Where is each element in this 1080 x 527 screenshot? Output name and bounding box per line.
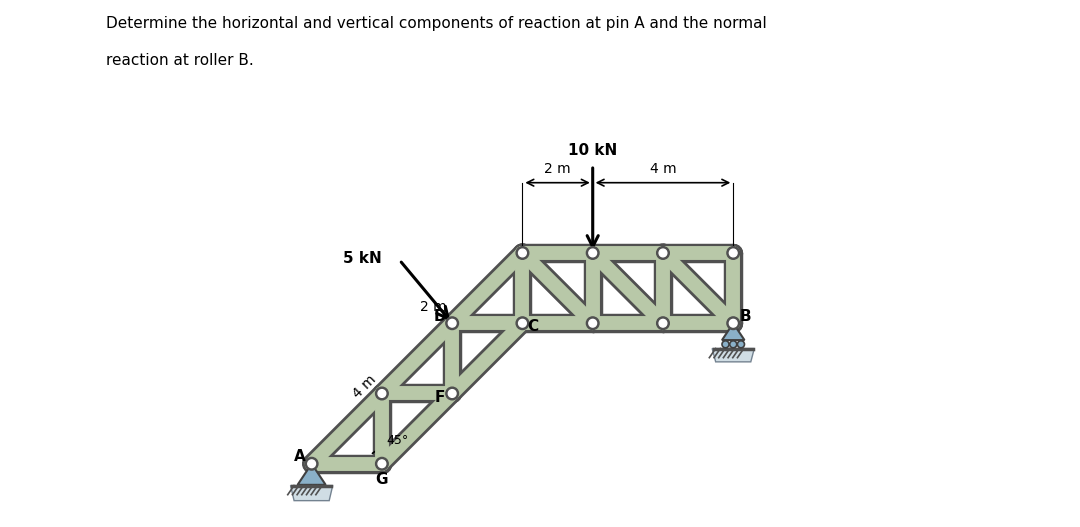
Polygon shape: [291, 485, 333, 501]
Circle shape: [446, 317, 459, 329]
Circle shape: [376, 457, 388, 470]
Text: 2 m: 2 m: [544, 162, 571, 177]
Circle shape: [729, 319, 737, 327]
Circle shape: [586, 247, 599, 259]
Circle shape: [448, 389, 456, 397]
Text: Determine the horizontal and vertical components of reaction at pin A and the no: Determine the horizontal and vertical co…: [106, 16, 767, 31]
Circle shape: [657, 317, 670, 329]
Text: 4 m: 4 m: [650, 162, 676, 177]
Text: G: G: [376, 472, 388, 487]
Circle shape: [657, 247, 670, 259]
Circle shape: [659, 319, 666, 327]
Text: 5 kN: 5 kN: [343, 251, 382, 266]
Circle shape: [738, 341, 744, 348]
Text: 45°: 45°: [387, 434, 408, 447]
Circle shape: [516, 247, 529, 259]
Circle shape: [518, 319, 526, 327]
Circle shape: [730, 341, 737, 348]
Text: B: B: [740, 309, 752, 324]
Text: reaction at roller B.: reaction at roller B.: [106, 53, 254, 67]
Circle shape: [378, 460, 386, 467]
Circle shape: [727, 247, 740, 259]
Text: A: A: [294, 449, 306, 464]
Circle shape: [446, 387, 459, 400]
Circle shape: [518, 249, 526, 257]
Polygon shape: [723, 323, 744, 340]
Circle shape: [589, 249, 596, 257]
Circle shape: [729, 249, 737, 257]
Circle shape: [378, 389, 386, 397]
Text: C: C: [527, 319, 539, 334]
Polygon shape: [712, 348, 754, 362]
Text: F: F: [434, 389, 445, 405]
Circle shape: [448, 319, 456, 327]
Circle shape: [727, 317, 740, 329]
Text: D: D: [433, 309, 446, 324]
Circle shape: [516, 317, 529, 329]
Text: 2 m: 2 m: [419, 300, 446, 315]
Text: 10 kN: 10 kN: [568, 143, 618, 158]
Circle shape: [589, 319, 596, 327]
Circle shape: [659, 249, 666, 257]
Text: 4 m: 4 m: [350, 372, 379, 401]
Polygon shape: [298, 464, 326, 485]
Circle shape: [306, 457, 318, 470]
Circle shape: [376, 387, 388, 400]
Circle shape: [586, 317, 599, 329]
Circle shape: [723, 341, 729, 348]
Circle shape: [308, 460, 315, 467]
